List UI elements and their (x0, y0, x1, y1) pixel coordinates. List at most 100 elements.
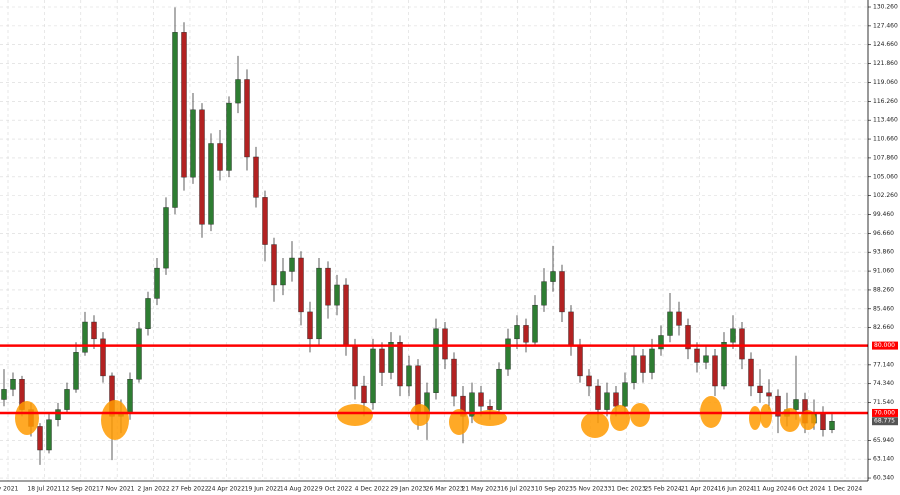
candle-body (172, 32, 178, 208)
x-tick-label: 26 Mar 2023 (426, 486, 464, 493)
highlight (15, 401, 39, 435)
candle-body (559, 271, 565, 313)
y-tick-label: 127.460 (873, 22, 898, 29)
x-tick-label: 14 Aug 2022 (280, 486, 319, 493)
candle-body (829, 421, 835, 431)
candle-body (406, 365, 412, 387)
y-tick-label: 88.260 (873, 286, 894, 293)
highlight (749, 406, 761, 430)
candle-body (721, 342, 727, 387)
y-tick-label: 60.340 (873, 475, 894, 482)
candle-body (37, 426, 43, 451)
x-tick-label: 18 Jul 2021 (27, 486, 61, 493)
y-tick-label: 63.140 (873, 456, 894, 463)
candle-body (631, 355, 637, 383)
level-label-bg (872, 408, 898, 417)
candle-body (640, 355, 646, 373)
candle-body (235, 79, 241, 104)
x-tick-label: 4 Dec 2022 (355, 486, 390, 493)
candle-body (253, 156, 259, 198)
y-tick-label: 119.060 (873, 79, 898, 86)
candle-body (766, 392, 772, 397)
candle-body (676, 311, 682, 326)
candle-body (595, 385, 601, 410)
x-tick-label: 19 Jun 2022 (245, 486, 281, 493)
y-tick-label: 77.140 (873, 361, 894, 368)
candle-body (568, 311, 574, 346)
x-tick-label: 12 Sep 2021 (62, 486, 100, 493)
highlight (630, 403, 650, 427)
y-tick-label: 121.860 (873, 60, 898, 67)
highlight (410, 404, 430, 426)
candle-body (208, 143, 214, 225)
candle-body (316, 267, 322, 340)
candle-body (451, 358, 457, 397)
candle-body (820, 412, 826, 431)
x-tick-label: 7 Nov 2021 (100, 486, 135, 493)
highlight (581, 412, 609, 438)
candle-body (91, 321, 97, 340)
level-label: 70.000 (874, 409, 895, 416)
candle-body (487, 406, 493, 410)
last-price-label: 68.775 (874, 418, 895, 425)
candle-body (199, 109, 205, 225)
candle-body (190, 109, 196, 178)
candle-body (667, 311, 673, 336)
candle-body (694, 348, 700, 363)
candle-body (757, 385, 763, 393)
candle-body (442, 328, 448, 360)
y-tick-label: 105.060 (873, 173, 898, 180)
highlight (760, 404, 772, 428)
candle-body (271, 244, 277, 286)
candle-body (712, 355, 718, 387)
x-tick-label: 5 Nov 2023 (573, 486, 608, 493)
y-tick-label: 93.860 (873, 249, 894, 256)
candle-body (730, 328, 736, 343)
y-tick-label: 96.660 (873, 230, 894, 237)
candle-body (748, 358, 754, 387)
axis: 130.260 127.460 124.660 121.860 119.060 116.2… (0, 4, 898, 493)
candle-body (586, 375, 592, 387)
candle-body (775, 395, 781, 417)
x-tick-label: 16 Jun 2024 (718, 486, 754, 493)
y-tick-label: 113.460 (873, 117, 898, 124)
y-tick-label: 107.860 (873, 154, 898, 161)
candle-body (73, 352, 79, 390)
highlight (800, 410, 816, 430)
candle-body (226, 102, 232, 171)
candle-body (217, 143, 223, 171)
candle-body (55, 409, 61, 420)
candle-body (289, 257, 295, 272)
candle-body (505, 338, 511, 370)
candle-body (352, 345, 358, 387)
candle-body (154, 267, 160, 299)
x-tick-label: 21 Apr 2024 (681, 486, 718, 493)
y-tick-label: 74.340 (873, 380, 894, 387)
y-tick-label: 65.940 (873, 437, 894, 444)
candle-body (244, 79, 250, 158)
candle-body (550, 271, 556, 282)
candle-body (64, 389, 70, 410)
candle-body (100, 338, 106, 377)
highlight (610, 405, 630, 431)
candle-body (523, 325, 529, 343)
candle-body (577, 345, 583, 377)
x-tick-label: 6 Oct 2024 (792, 486, 825, 493)
x-tick-label: 10 Sep 2023 (535, 486, 573, 493)
y-tick-label: 85.460 (873, 305, 894, 312)
y-tick-label: 110.660 (873, 136, 898, 143)
y-tick-label: 82.660 (873, 324, 894, 331)
candle-body (46, 419, 52, 451)
highlight (337, 404, 373, 426)
candle-body (334, 284, 340, 306)
y-tick-label: 71.540 (873, 399, 894, 406)
candle-body (514, 325, 520, 340)
candle-body (685, 325, 691, 350)
candle-body (343, 284, 349, 346)
candle-body (469, 392, 475, 417)
candle-body (145, 298, 151, 329)
candle-body (1, 389, 7, 400)
x-tick-label: 24 Apr 2022 (208, 486, 245, 493)
grid (0, 0, 868, 481)
